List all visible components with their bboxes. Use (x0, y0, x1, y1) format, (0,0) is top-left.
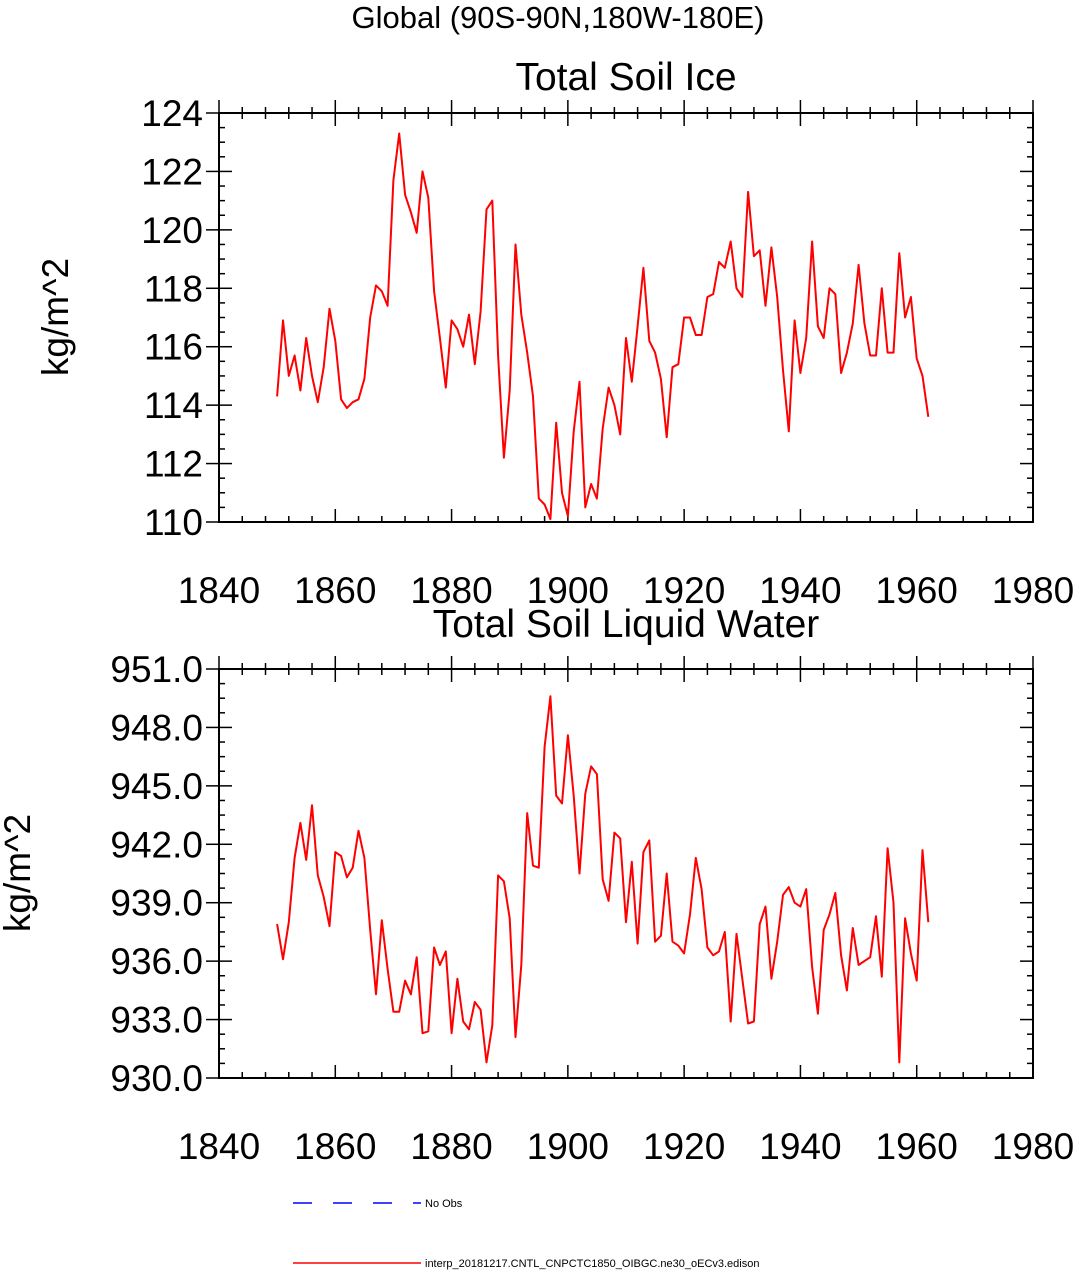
legend: No Obs interp_20181217.CNTL_CNPCTC1850_O… (293, 1198, 759, 1270)
series-lines (276, 132, 930, 521)
x-tick-label: 1920 (643, 1126, 725, 1167)
y-tick-label: 120 (141, 210, 203, 251)
y-tick-label: 939.0 (110, 883, 203, 924)
series-lines (276, 695, 930, 1064)
x-tick-label: 1880 (410, 570, 492, 611)
y-tick-label: 112 (144, 444, 203, 485)
x-tick-label: 1920 (643, 570, 725, 611)
y-tick-labels: 930.0 933.0 936.0 939.0 942.0 945.0 948.0 951.0 (110, 649, 203, 1099)
series-line (276, 695, 930, 1064)
axis-ticks (206, 100, 1034, 523)
y-tick-label: 936.0 (110, 941, 203, 982)
x-tick-label: 1980 (992, 1126, 1074, 1167)
chart-total-soil-liquid-water: Total Soil Liquid Water kg/m^2 1840 1860 1… (0, 603, 1074, 1167)
y-axis-label: kg/m^2 (35, 258, 76, 376)
x-tick-labels: 1840 1860 1880 1900 1920 1940 1960 1980 (178, 1126, 1074, 1167)
x-tick-label: 1860 (294, 570, 376, 611)
y-tick-label: 945.0 (110, 766, 203, 807)
x-tick-label: 1900 (527, 570, 609, 611)
y-tick-label: 114 (144, 385, 203, 426)
x-tick-label: 1940 (759, 1126, 841, 1167)
y-tick-label: 933.0 (110, 1000, 203, 1041)
x-tick-label: 1900 (527, 1126, 609, 1167)
plot-frame (218, 112, 1034, 523)
y-tick-label: 116 (144, 327, 203, 368)
y-tick-labels: 110 112 114 116 118 120 122 124 (141, 93, 203, 543)
chart-title: Total Soil Liquid Water (433, 603, 820, 646)
x-tick-labels: 1840 1860 1880 1900 1920 1940 1960 1980 (178, 570, 1074, 611)
y-tick-label: 951.0 (110, 649, 203, 690)
y-tick-label: 124 (141, 93, 203, 134)
x-tick-label: 1960 (876, 1126, 958, 1167)
y-tick-label: 110 (144, 502, 203, 543)
legend-label-model: interp_20181217.CNTL_CNPCTC1850_OIBGC.ne… (425, 1258, 759, 1270)
x-tick-label: 1960 (876, 570, 958, 611)
series-line (276, 132, 930, 521)
y-tick-label: 118 (144, 268, 203, 309)
y-tick-label: 942.0 (110, 824, 203, 865)
y-tick-label: 930.0 (110, 1058, 203, 1099)
chart-total-soil-ice: Total Soil Ice kg/m^2 1840 1860 1880 1900 19… (35, 56, 1074, 611)
x-tick-label: 1940 (759, 570, 841, 611)
x-tick-label: 1840 (178, 570, 260, 611)
x-tick-label: 1840 (178, 1126, 260, 1167)
chart-title: Total Soil Ice (515, 56, 736, 99)
y-tick-label: 948.0 (110, 707, 203, 748)
y-axis-label: kg/m^2 (0, 814, 38, 932)
page-title: Global (90S-90N,180W-180E) (352, 0, 765, 35)
x-tick-label: 1860 (294, 1126, 376, 1167)
axis-ticks (206, 656, 1034, 1079)
x-tick-label: 1980 (992, 570, 1074, 611)
y-tick-label: 122 (141, 151, 203, 192)
legend-label-no-obs: No Obs (425, 1198, 463, 1210)
x-tick-label: 1880 (410, 1126, 492, 1167)
plot-frame (218, 668, 1034, 1079)
